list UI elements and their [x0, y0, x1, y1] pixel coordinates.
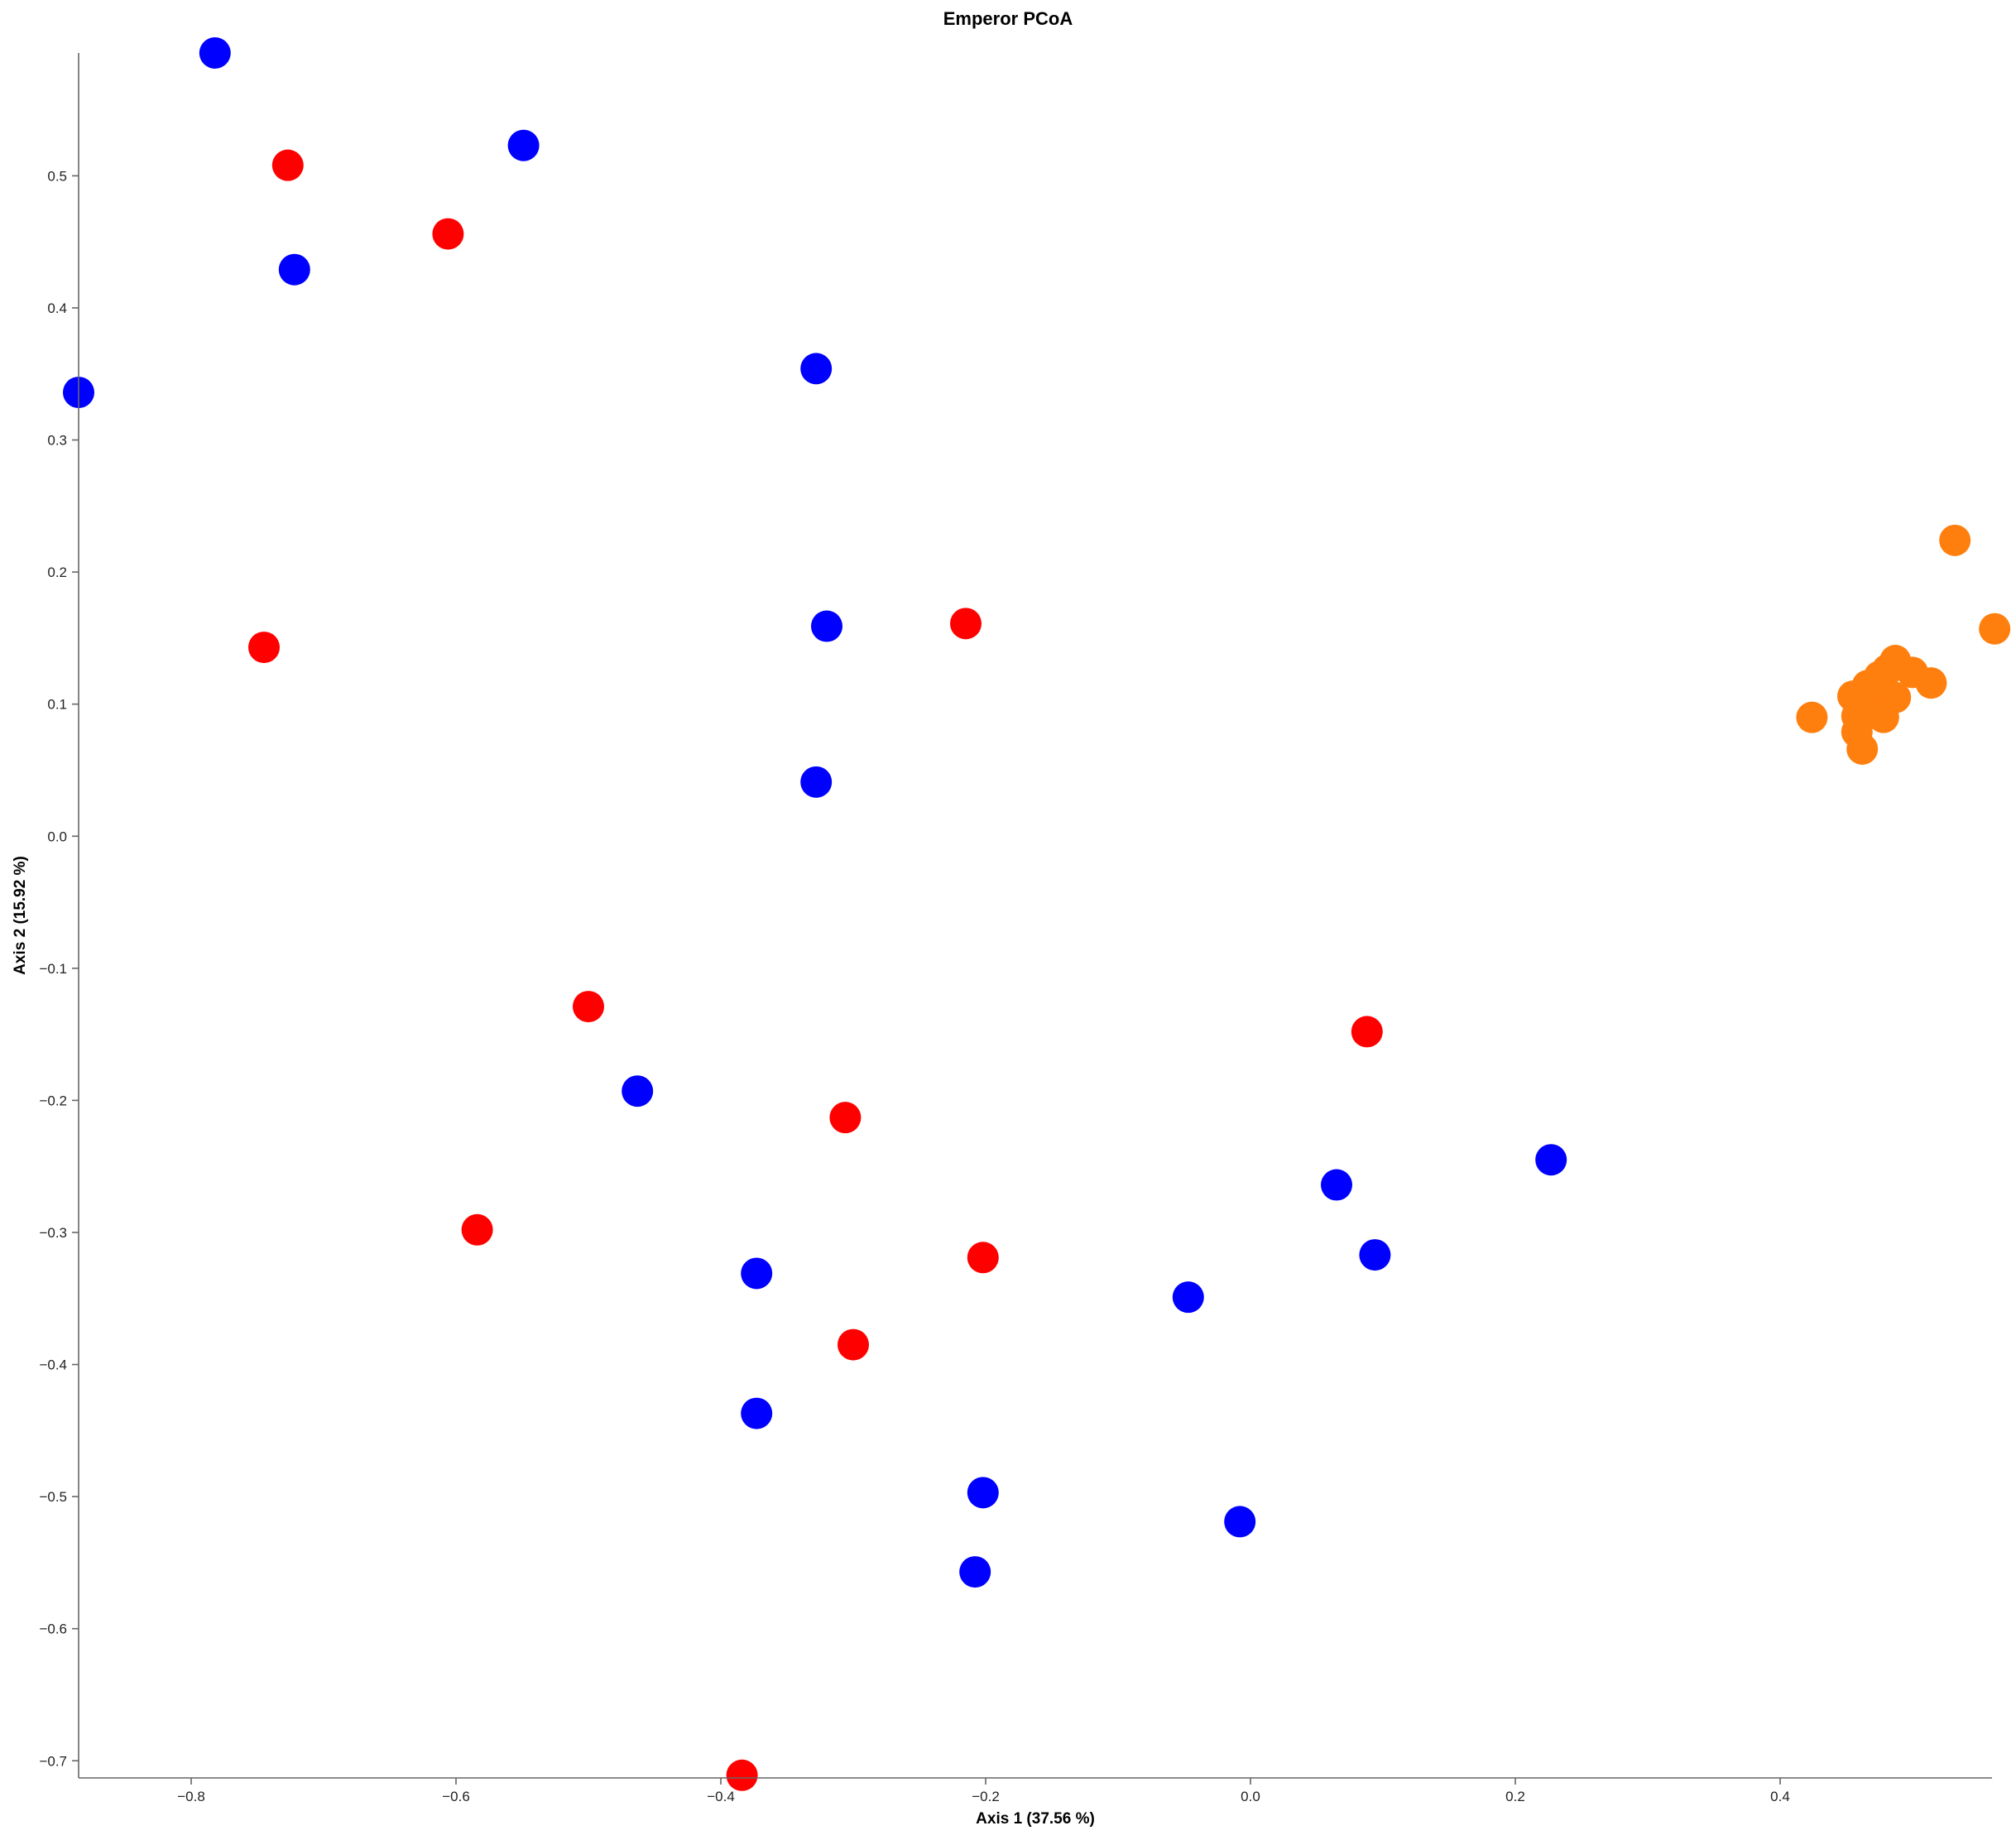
series-2 [1796, 524, 2011, 765]
chart-title: Emperor PCoA [943, 8, 1073, 29]
data-point[interactable] [278, 253, 310, 286]
data-point[interactable] [461, 1213, 493, 1246]
y-tick-label: 0.1 [47, 697, 67, 713]
data-point[interactable] [248, 632, 280, 664]
y-axis-label: Axis 2 (15.92 %) [12, 856, 29, 975]
data-point[interactable] [1915, 667, 1947, 699]
data-point[interactable] [507, 129, 540, 161]
data-point[interactable] [741, 1257, 773, 1290]
y-tick-label: −0.3 [39, 1225, 67, 1241]
data-point[interactable] [1172, 1281, 1204, 1314]
x-tick-label: 0.4 [1770, 1789, 1790, 1804]
y-tick-label: −0.2 [39, 1093, 67, 1108]
x-tick-label: −0.8 [177, 1789, 205, 1804]
x-tick-label: −0.6 [442, 1789, 470, 1804]
data-point[interactable] [1796, 701, 1828, 733]
data-point[interactable] [967, 1242, 999, 1274]
y-tick-label: −0.1 [39, 961, 67, 977]
points-layer [63, 37, 2011, 1791]
data-point[interactable] [1867, 701, 1899, 733]
x-axis-label: Axis 1 (37.56 %) [976, 1810, 1095, 1828]
y-axis-ticks: −0.7 −0.6 −0.5 −0.4 −0.3 −0.2 −0.1 0.0 0.1 0.2 0.3… [39, 168, 79, 1769]
y-tick-label: 0.3 [47, 433, 67, 449]
data-point[interactable] [271, 149, 304, 181]
y-tick-label: 0.4 [47, 300, 67, 316]
x-tick-label: −0.4 [707, 1789, 735, 1804]
data-point[interactable] [1321, 1169, 1352, 1201]
x-tick-label: 0.2 [1505, 1789, 1525, 1804]
data-point[interactable] [741, 1397, 773, 1429]
data-point[interactable] [800, 353, 833, 385]
y-tick-label: −0.7 [39, 1753, 67, 1769]
data-point[interactable] [811, 610, 842, 642]
data-point[interactable] [829, 1102, 862, 1134]
data-point[interactable] [1939, 524, 1971, 556]
data-point[interactable] [1224, 1506, 1256, 1538]
data-point[interactable] [622, 1075, 654, 1107]
data-point[interactable] [726, 1759, 758, 1791]
data-point[interactable] [800, 766, 833, 798]
series-0 [63, 37, 1567, 1588]
x-axis-ticks: −0.8 −0.6 −0.4 −0.2 0.0 0.2 0.4 [177, 1778, 1790, 1804]
y-tick-label: 0.2 [47, 564, 67, 580]
data-point[interactable] [1871, 654, 1903, 686]
data-point[interactable] [959, 1556, 991, 1588]
data-point[interactable] [1846, 733, 1879, 765]
data-point[interactable] [199, 37, 231, 69]
x-tick-label: −0.2 [972, 1789, 1000, 1804]
data-point[interactable] [432, 218, 464, 250]
data-point[interactable] [950, 608, 982, 640]
data-point[interactable] [967, 1477, 999, 1509]
y-tick-label: −0.5 [39, 1489, 67, 1505]
y-tick-label: 0.0 [47, 829, 67, 844]
data-point[interactable] [1351, 1016, 1383, 1048]
y-tick-label: 0.5 [47, 168, 67, 184]
data-point[interactable] [1979, 613, 2011, 645]
data-point[interactable] [573, 991, 604, 1023]
y-tick-label: −0.4 [39, 1357, 67, 1373]
x-tick-label: 0.0 [1241, 1789, 1260, 1804]
series-1 [248, 149, 1383, 1791]
data-point[interactable] [1359, 1239, 1391, 1271]
data-point[interactable] [838, 1328, 869, 1361]
data-point[interactable] [1535, 1144, 1567, 1176]
y-tick-label: −0.6 [39, 1621, 67, 1637]
